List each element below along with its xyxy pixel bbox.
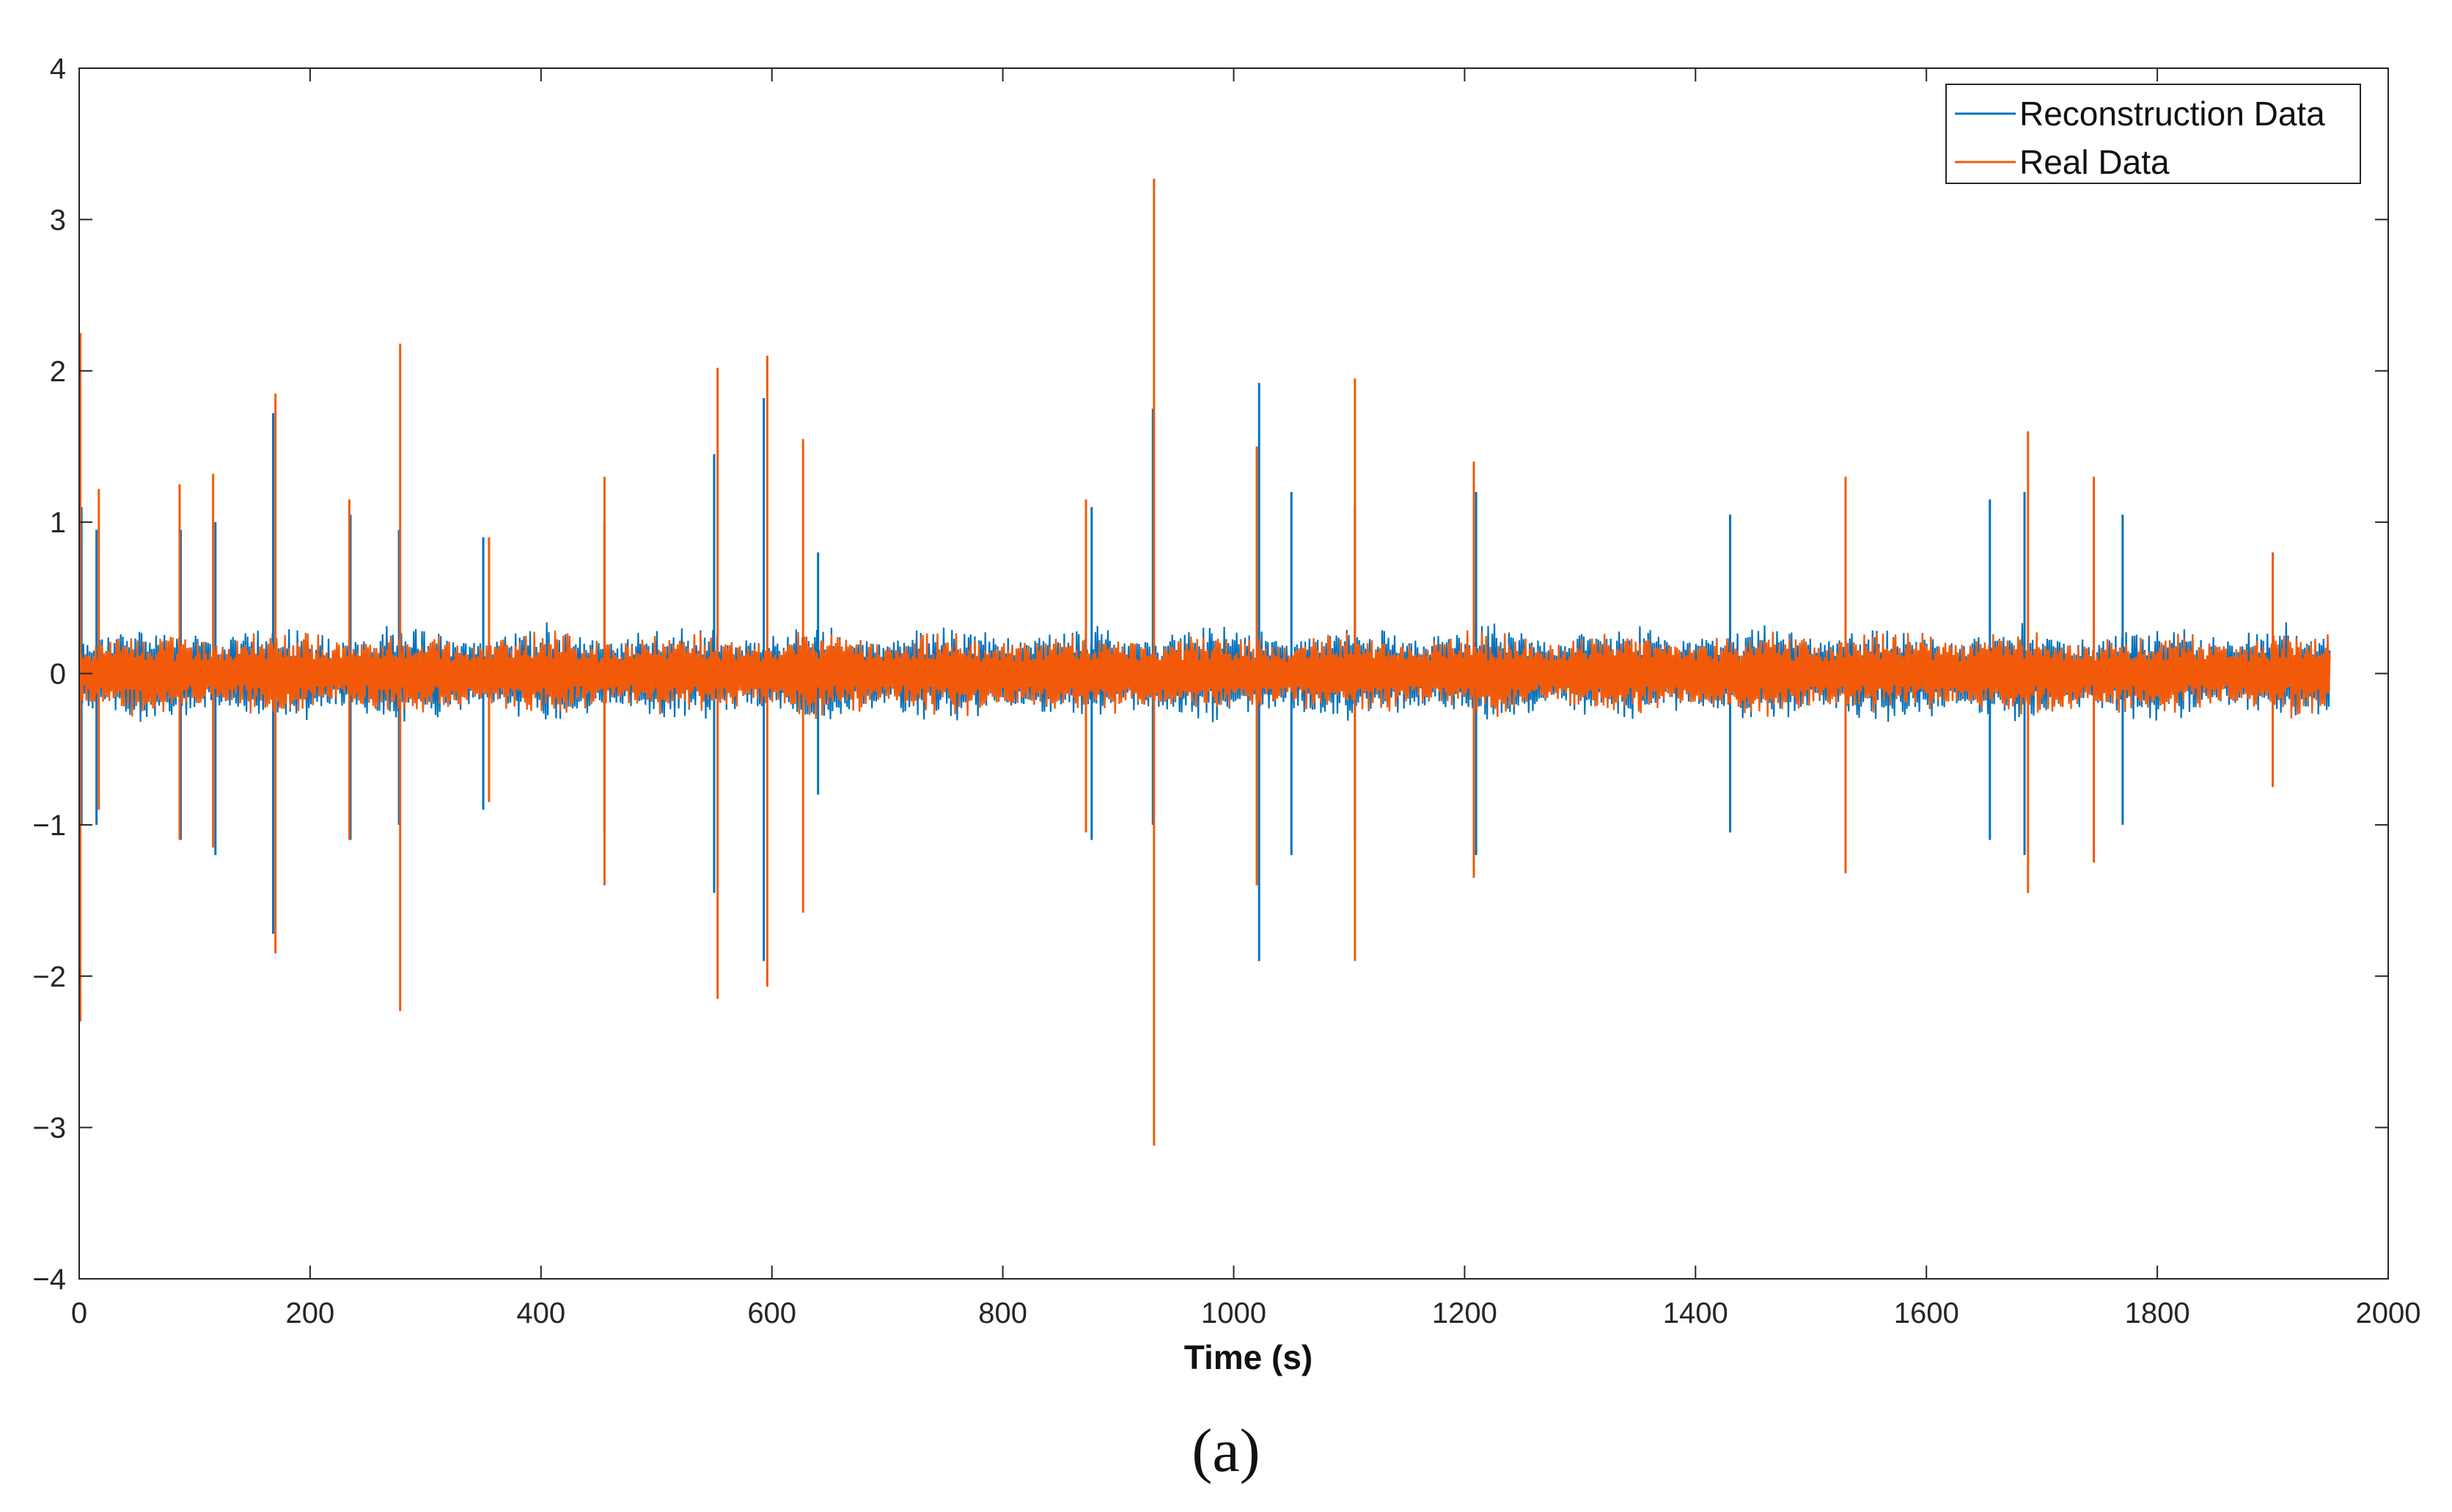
x-axis-title: Time (s) xyxy=(1184,1338,1313,1376)
x-tick-label: 1000 xyxy=(1201,1297,1266,1329)
axis-ticks: 0 200 400 600 800 1000 1200 1400 1600 1800 2000 4 3 2… xyxy=(32,53,2420,1329)
legend-label: Reconstruction Data xyxy=(2019,95,2325,133)
legend: Reconstruction Data Real Data xyxy=(1945,84,2361,184)
legend-label: Real Data xyxy=(2019,143,2170,181)
x-tick-label: 1800 xyxy=(2125,1297,2190,1329)
y-tick-label: 3 xyxy=(50,204,66,236)
x-tick-label: 1200 xyxy=(1432,1297,1497,1329)
figure-caption: (a) xyxy=(1192,1417,1260,1485)
y-tick-label: 0 xyxy=(50,658,66,691)
x-tick-label: 1400 xyxy=(1663,1297,1728,1329)
y-tick-label: 1 xyxy=(50,507,66,539)
legend-box xyxy=(1945,84,2361,184)
y-tick-label: −1 xyxy=(32,810,66,842)
plot-traces xyxy=(78,178,2331,1146)
y-tick-label: −3 xyxy=(32,1112,66,1145)
x-tick-label: 600 xyxy=(747,1297,796,1329)
y-tick-label: −4 xyxy=(32,1263,66,1296)
y-tick-label: 4 xyxy=(50,53,66,85)
x-tick-label: 200 xyxy=(286,1297,335,1329)
x-tick-label: 800 xyxy=(978,1297,1027,1329)
x-tick-label: 400 xyxy=(516,1297,565,1329)
y-tick-label: −2 xyxy=(32,961,66,993)
y-tick-label: 2 xyxy=(50,356,66,388)
series-real-data xyxy=(78,178,2331,1146)
x-tick-label: 1600 xyxy=(1894,1297,1959,1329)
noise-band xyxy=(78,630,2331,719)
x-tick-label: 2000 xyxy=(2356,1297,2421,1329)
x-tick-label: 0 xyxy=(71,1297,87,1329)
